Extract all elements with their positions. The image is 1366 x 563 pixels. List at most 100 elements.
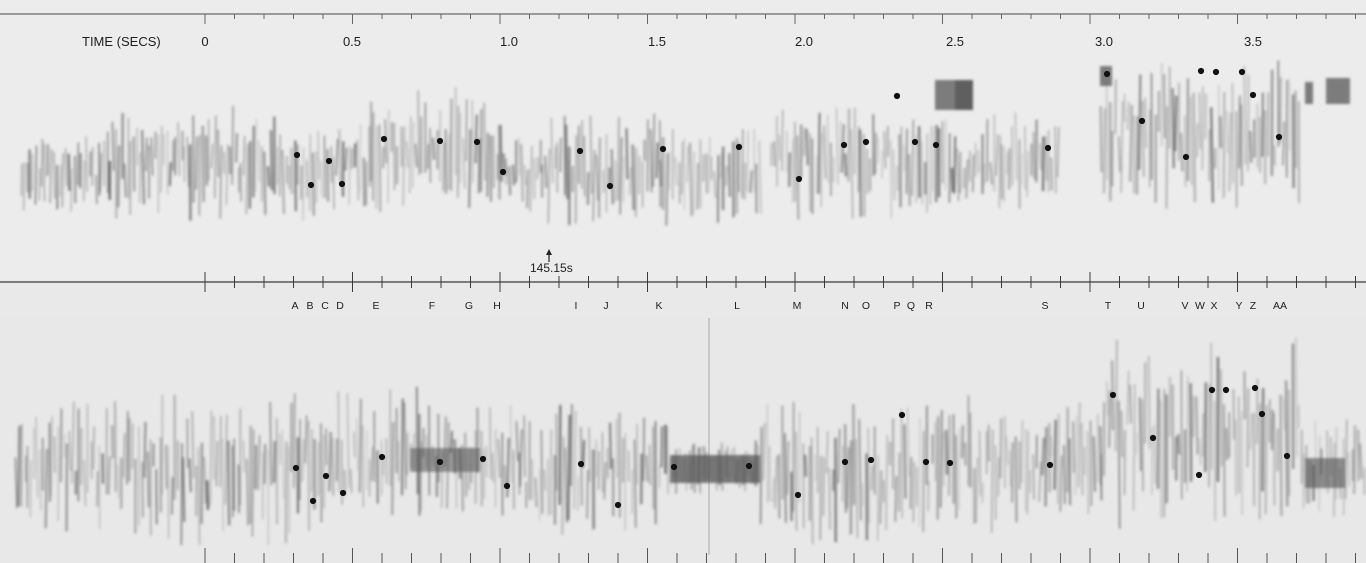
upper-spectrogram-panel: TIME (SECS) 0 0.5 1.0 1.5 2.0 2.5 3.0 3.5 145.1… xyxy=(0,0,1366,280)
event-label: J xyxy=(603,300,608,312)
formant-dot xyxy=(577,460,585,468)
formant-dot xyxy=(932,141,940,149)
time-axis-label: TIME (SECS) xyxy=(82,34,161,49)
formant-dot xyxy=(1109,391,1117,399)
event-label: I xyxy=(575,300,578,312)
formant-dot xyxy=(1275,133,1283,141)
event-label: R xyxy=(925,300,933,312)
event-label: AA xyxy=(1273,300,1287,312)
formant-dot xyxy=(1046,461,1054,469)
event-label: T xyxy=(1105,300,1112,312)
formant-dot xyxy=(1249,91,1257,99)
time-tick-label: 1.5 xyxy=(648,34,666,49)
event-label: Q xyxy=(907,300,915,312)
event-label: E xyxy=(372,300,379,312)
formant-dot xyxy=(499,168,507,176)
formant-dot xyxy=(325,157,333,165)
event-label: U xyxy=(1137,300,1145,312)
formant-dot xyxy=(436,137,444,145)
top-axis-minor-ticks xyxy=(204,14,1356,24)
formant-dot xyxy=(380,135,388,143)
formant-dot xyxy=(1138,117,1146,125)
event-label: D xyxy=(336,300,344,312)
time-tick-label: 3.5 xyxy=(1244,34,1262,49)
formant-dot xyxy=(867,456,875,464)
formant-dot xyxy=(1182,153,1190,161)
bottom-axis-ticks xyxy=(204,548,1356,563)
formant-dot xyxy=(670,463,678,471)
time-tick-label: 1.0 xyxy=(500,34,518,49)
event-label: L xyxy=(734,300,740,312)
formant-dot xyxy=(292,464,300,472)
time-tick-label: 2.5 xyxy=(946,34,964,49)
formant-dot xyxy=(378,453,386,461)
formant-dot xyxy=(840,141,848,149)
lower-formant-dots xyxy=(292,384,1291,509)
formant-dot xyxy=(795,175,803,183)
formant-dot xyxy=(1283,452,1291,460)
event-label: O xyxy=(862,300,870,312)
formant-dot xyxy=(794,491,802,499)
formant-dot xyxy=(1044,144,1052,152)
formant-dot xyxy=(473,138,481,146)
event-label: M xyxy=(793,300,802,312)
event-label: G xyxy=(465,300,473,312)
event-label: Z xyxy=(1250,300,1257,312)
event-label: S xyxy=(1041,300,1048,312)
formant-dot xyxy=(1197,67,1205,75)
upper-spectral-traces xyxy=(20,60,1350,226)
middle-axis: A B C D E F G H I J K L M N O P Q R S T U V W X Y Z AA xyxy=(0,272,1366,312)
lower-spectral-traces xyxy=(14,337,1366,546)
formant-dot xyxy=(614,501,622,509)
event-label: K xyxy=(655,300,662,312)
event-label: F xyxy=(429,300,435,312)
event-label: A xyxy=(291,300,298,312)
formant-dot xyxy=(911,138,919,146)
time-marker: 145.15s xyxy=(530,249,573,275)
time-tick-label: 0 xyxy=(201,34,208,49)
event-label: H xyxy=(493,300,501,312)
formant-dot xyxy=(479,455,487,463)
formant-dot xyxy=(322,472,330,480)
formant-dot xyxy=(307,181,315,189)
formant-dot xyxy=(606,182,614,190)
event-label: P xyxy=(893,300,900,312)
formant-dot xyxy=(436,458,444,466)
time-tick-label: 0.5 xyxy=(343,34,361,49)
event-label: V xyxy=(1181,300,1188,312)
formant-dot xyxy=(1238,68,1246,76)
formant-dot xyxy=(922,458,930,466)
lower-spectrogram-panel xyxy=(0,318,1366,563)
formant-dot xyxy=(862,138,870,146)
up-arrow-icon xyxy=(546,249,552,255)
formant-dot xyxy=(893,92,901,100)
event-label: C xyxy=(321,300,329,312)
event-label: X xyxy=(1210,300,1217,312)
formant-dot xyxy=(1222,386,1230,394)
formant-dot xyxy=(841,458,849,466)
time-tick-label: 3.0 xyxy=(1095,34,1113,49)
formant-dot xyxy=(1195,471,1203,479)
formant-dot xyxy=(576,147,584,155)
event-label: N xyxy=(841,300,849,312)
formant-dot xyxy=(503,482,511,490)
formant-dot xyxy=(1212,68,1220,76)
formant-dot xyxy=(946,459,954,467)
event-label: Y xyxy=(1235,300,1242,312)
formant-dot xyxy=(1208,386,1216,394)
event-letter-labels: A B C D E F G H I J K L M N O P Q R S T U V W X Y Z AA xyxy=(291,300,1287,312)
formant-dot xyxy=(1149,434,1157,442)
formant-dot xyxy=(1251,384,1259,392)
formant-dot xyxy=(338,180,346,188)
formant-dot xyxy=(339,489,347,497)
formant-dot xyxy=(898,411,906,419)
upper-formant-dots xyxy=(293,67,1283,190)
event-label: W xyxy=(1195,300,1205,312)
formant-dot xyxy=(1258,410,1266,418)
formant-dot xyxy=(293,151,301,159)
time-tick-label: 2.0 xyxy=(795,34,813,49)
middle-axis-ticks xyxy=(204,272,1356,292)
event-label: B xyxy=(306,300,313,312)
formant-dot xyxy=(735,143,743,151)
